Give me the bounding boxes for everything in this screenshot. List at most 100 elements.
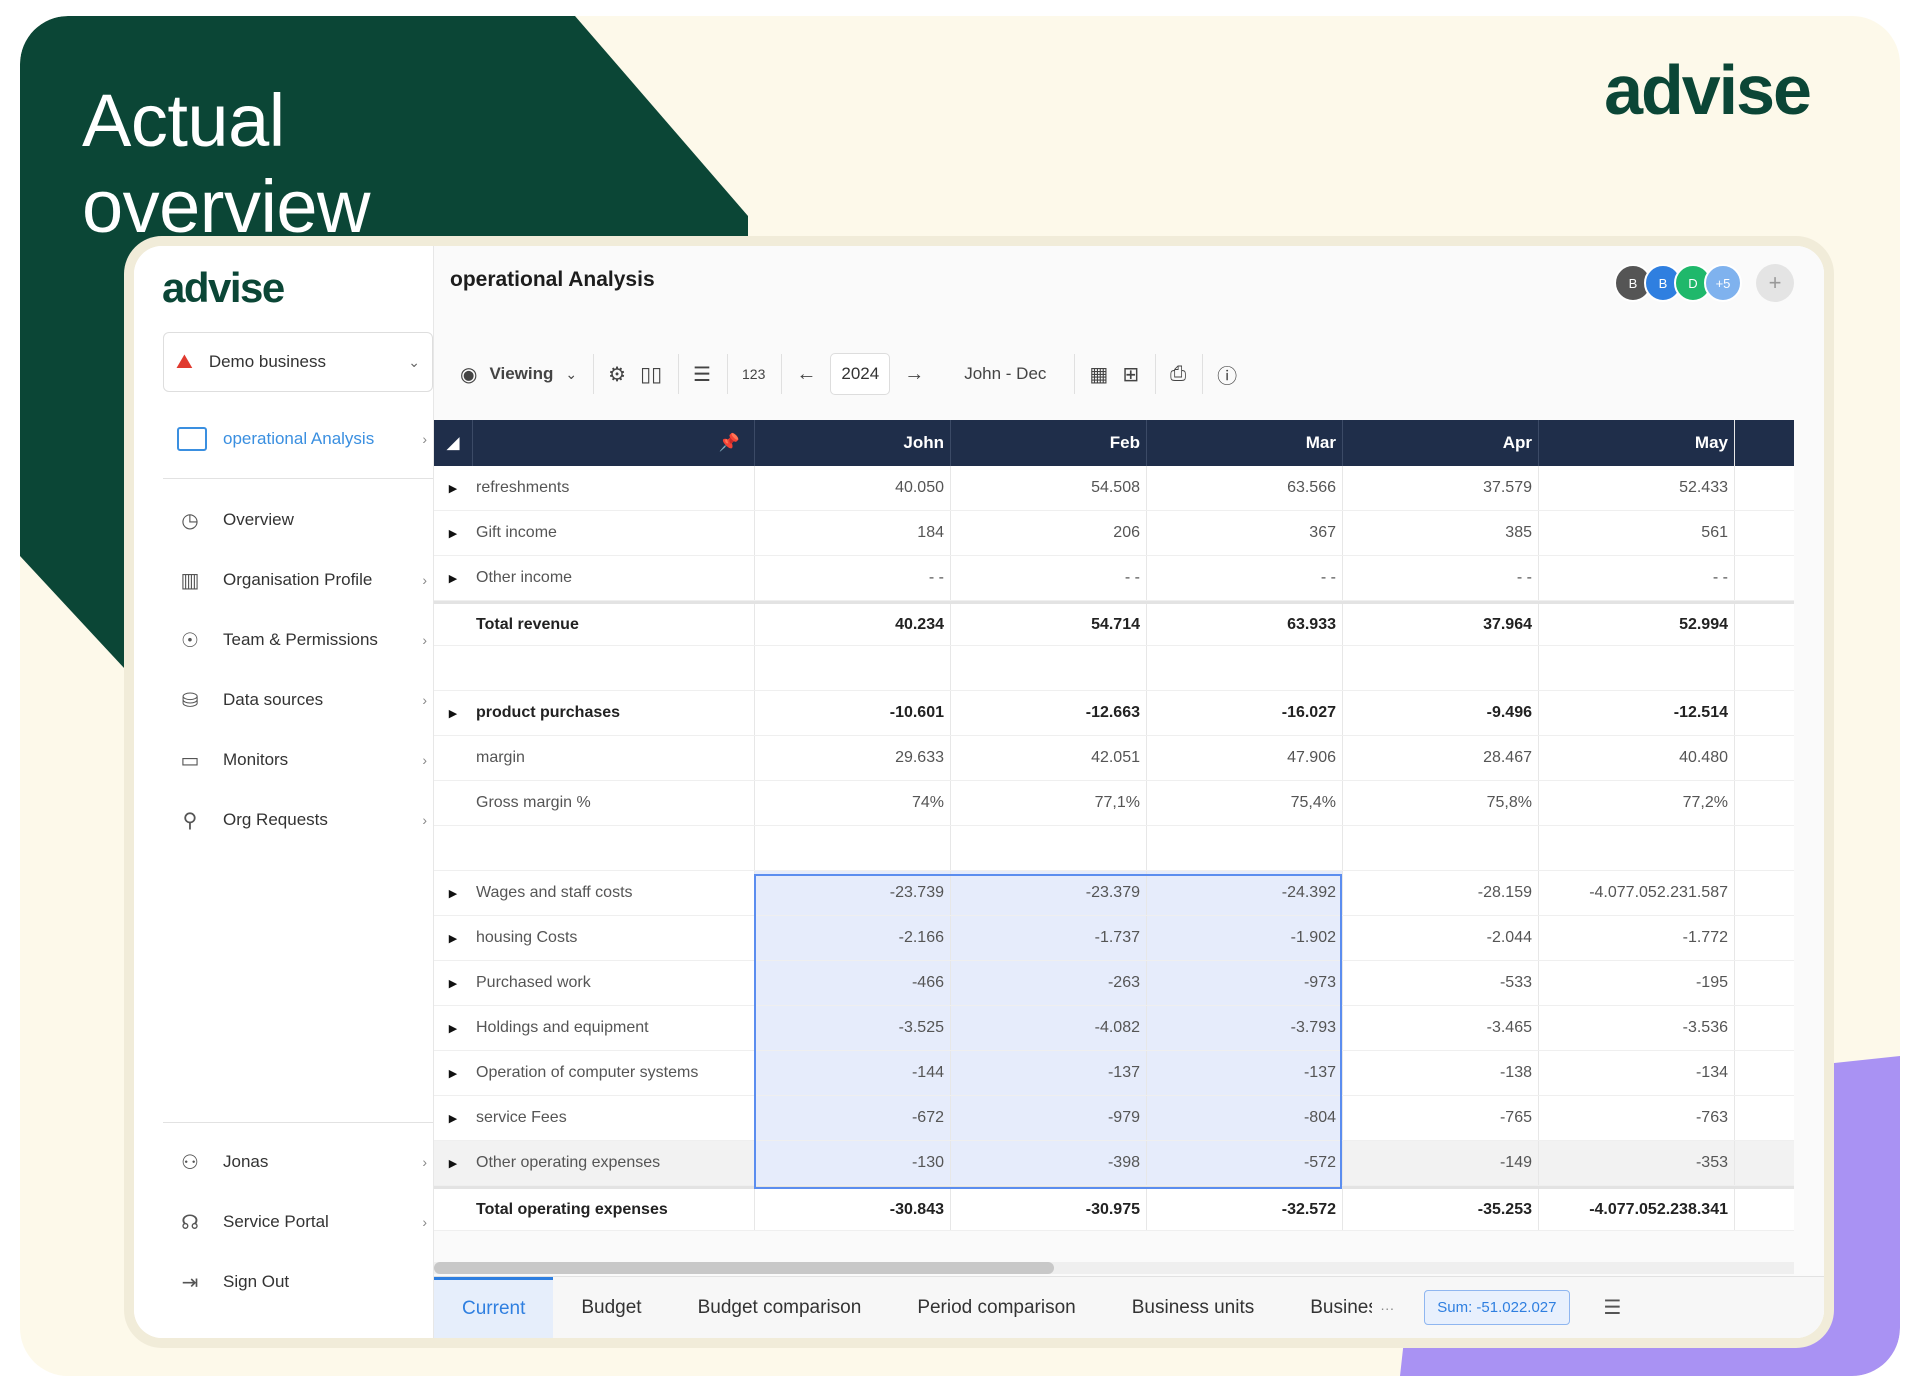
table-cell[interactable]: -2.044 [1342,916,1538,960]
table-cell[interactable]: 54.714 [950,604,1146,645]
table-cell[interactable]: 63.933 [1146,604,1342,645]
table-cell[interactable]: 52.433 [1538,466,1734,510]
table-cell[interactable]: 184 [754,511,950,555]
table-cell[interactable]: - - [1146,556,1342,600]
table-cell[interactable]: - - [1538,556,1734,600]
app-logo[interactable]: advise [162,264,285,311]
table-cell[interactable]: -28.159 [1342,871,1538,915]
column-header[interactable]: Mar [1146,420,1342,466]
table-cell[interactable]: -1.902 [1146,916,1342,960]
table-cell[interactable]: 28.467 [1342,736,1538,780]
table-row[interactable]: Total operating expenses -30.843 -30.975 -3… [434,1186,1794,1231]
table-cell[interactable]: -144 [754,1051,950,1095]
sidebar-item-monitors[interactable]: ▭ Monitors › [163,730,433,790]
year-field[interactable]: 2024 [830,353,891,395]
table-cell[interactable]: -35.253 [1342,1189,1538,1230]
table-cell[interactable]: -1.737 [950,916,1146,960]
table-cell[interactable]: -24.392 [1146,871,1342,915]
table-cell[interactable]: 47.906 [1146,736,1342,780]
table-row[interactable]: ▶ Other income - -- -- -- -- - [434,556,1794,601]
table-cell[interactable]: -12.663 [950,691,1146,735]
table-cell[interactable]: 42.051 [950,736,1146,780]
table-cell[interactable]: -4.077.052.231.587 [1538,871,1734,915]
table-cell[interactable]: 75,8% [1342,781,1538,825]
table-cell[interactable] [1342,646,1538,690]
table-cell[interactable]: -3.525 [754,1006,950,1050]
help-icon[interactable]: ⓘ [1217,365,1238,388]
print-icon[interactable]: ⎙ [1170,362,1187,385]
table-cell[interactable]: 40.480 [1538,736,1734,780]
table-cell[interactable]: -10.601 [754,691,950,735]
sidebar-item-team-permissions[interactable]: ☉ Team & Permissions › [163,610,433,670]
table-cell[interactable]: 37.579 [1342,466,1538,510]
sidebar-item-overview[interactable]: ◷ Overview [163,490,433,550]
table-cell[interactable]: -23.739 [754,871,950,915]
table-cell[interactable] [1146,826,1342,870]
tab-business-units[interactable]: Business units [1131,1296,1255,1318]
table-cell[interactable]: -572 [1146,1141,1342,1185]
table-cell[interactable]: -353 [1538,1141,1734,1185]
arrow-left-icon[interactable]: ← [796,362,817,385]
table-cell[interactable]: 367 [1146,511,1342,555]
settings-icon[interactable]: ⚙ [608,363,627,386]
table-cell[interactable] [950,646,1146,690]
table-row[interactable]: ▶ refreshments 40.050 54.508 63.566 37.579 52.… [434,466,1794,511]
expand-row-icon[interactable]: ▶ [448,1112,458,1125]
business-selector[interactable]: ⛰ Demo business ⌄ [163,332,433,392]
table-cell[interactable]: -1.772 [1538,916,1734,960]
expand-row-icon[interactable]: ▶ [448,1022,458,1035]
table-cell[interactable]: 206 [950,511,1146,555]
table-cell[interactable]: -137 [950,1051,1146,1095]
table-cell[interactable]: 77,2% [1538,781,1734,825]
table-cell[interactable]: 29.633 [754,736,950,780]
table-cell[interactable]: 54.508 [950,466,1146,510]
table-cell[interactable]: -4.082 [950,1006,1146,1050]
column-header[interactable]: May [1538,420,1734,466]
filter-sliders-icon[interactable]: ☰ [693,363,712,386]
sidebar-item-organisation-profile[interactable]: ▥ Organisation Profile › [163,550,433,610]
table-cell[interactable] [754,646,950,690]
table-row[interactable]: Gross margin % 74% 77,1% 75,4% 75,8% 77,2% [434,781,1794,826]
table-cell[interactable]: -3.465 [1342,1006,1538,1050]
table-cell[interactable]: -149 [1342,1141,1538,1185]
table-cell[interactable]: -398 [950,1141,1146,1185]
expand-row-icon[interactable]: ▶ [448,572,458,585]
table-cell[interactable]: -12.514 [1538,691,1734,735]
table-cell[interactable]: -4.077.052.238.341 [1538,1189,1734,1230]
sidebar-item-data-sources[interactable]: ⛁ Data sources › [163,670,433,730]
pin-icon[interactable]: 📌 [472,420,754,466]
column-header[interactable]: John [754,420,950,466]
sidebar-item-operational-analysis[interactable]: operational Analysis › [163,416,433,462]
table-cell[interactable]: -137 [1146,1051,1342,1095]
table-row[interactable]: ▶ housing Costs -2.166 -1.737 -1.902 -2.044 -1… [434,916,1794,961]
table-cell[interactable]: -979 [950,1096,1146,1140]
column-header[interactable]: Feb [950,420,1146,466]
grid-icon[interactable]: ⊞ [1122,363,1140,386]
table-cell[interactable]: 63.566 [1146,466,1342,510]
table-cell[interactable]: 77,1% [950,781,1146,825]
table-row[interactable]: ▶ Operation of computer systems -144 -137 -1… [434,1051,1794,1096]
corner-handle-icon[interactable]: ◢ [446,433,460,452]
table-add-icon[interactable]: ▦ [1089,363,1109,386]
table-row[interactable]: ▶ Gift income 184 206 367 385 561 [434,511,1794,556]
expand-row-icon[interactable]: ▶ [448,932,458,945]
table-cell[interactable]: 37.964 [1342,604,1538,645]
table-cell[interactable]: -30.843 [754,1189,950,1230]
expand-row-icon[interactable]: ▶ [448,977,458,990]
table-cell[interactable]: -3.793 [1146,1006,1342,1050]
list-settings-icon[interactable]: ☰ [1603,1297,1622,1319]
table-row[interactable]: ▶ Purchased work -466 -263 -973 -533 -195 [434,961,1794,1006]
table-cell[interactable]: -3.536 [1538,1006,1734,1050]
columns-icon[interactable]: ▯▯ [640,363,663,386]
expand-row-icon[interactable]: ▶ [448,1067,458,1080]
sidebar-item-org-requests[interactable]: ⚲ Org Requests › [163,790,433,850]
view-mode-dropdown[interactable]: ◉ Viewing ⌄ [460,354,577,394]
column-header[interactable]: Apr [1342,420,1538,466]
table-cell[interactable]: 40.234 [754,604,950,645]
table-row[interactable]: ▶ Other operating expenses -130 -398 -572 -14… [434,1141,1794,1186]
table-cell[interactable]: 52.994 [1538,604,1734,645]
table-cell[interactable]: -195 [1538,961,1734,1005]
tab-period-comparison[interactable]: Period comparison [917,1296,1076,1318]
table-row[interactable]: ▶ service Fees -672 -979 -804 -765 -763 [434,1096,1794,1141]
tab-budget[interactable]: Budget [581,1296,642,1318]
